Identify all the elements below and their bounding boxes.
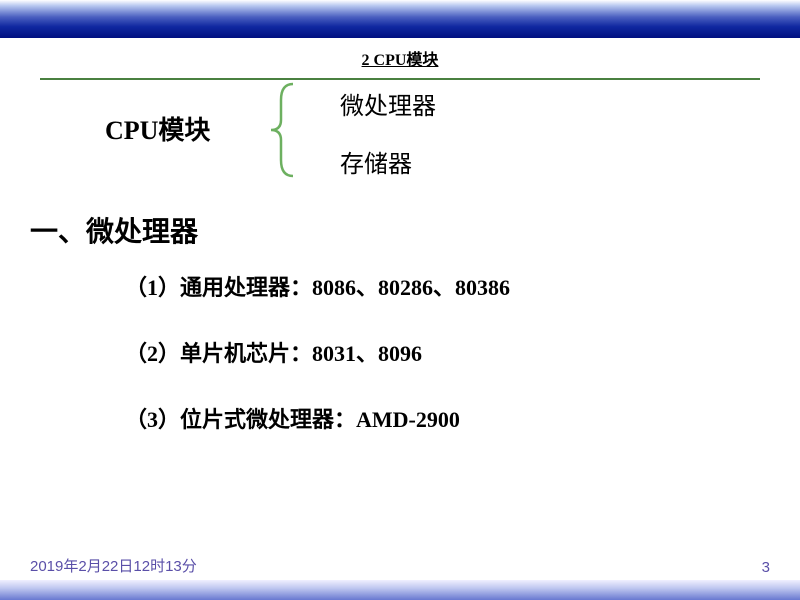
page-number: 3	[762, 559, 770, 576]
brace-icon	[265, 80, 305, 180]
branch-bottom-text: 存储器	[340, 144, 412, 179]
cpu-module-block: CPU模块 微处理器 存储器	[0, 90, 800, 190]
timestamp: 2019年2月22日12时13分	[30, 558, 197, 576]
list-item: （1）通用处理器：8086、80286、80386	[125, 270, 800, 302]
section-heading: 一、微处理器	[30, 210, 800, 250]
footer: 2019年2月22日12时13分 3	[30, 558, 770, 576]
bottom-gradient-bar	[0, 580, 800, 600]
item-list: （1）通用处理器：8086、80286、80386 （2）单片机芯片：8031、…	[125, 270, 800, 434]
cpu-label: CPU模块	[105, 110, 210, 147]
list-item: （2）单片机芯片：8031、8096	[125, 336, 800, 368]
slide-title: 2 CPU模块	[0, 46, 800, 70]
list-item: （3）位片式微处理器：AMD-2900	[125, 402, 800, 434]
top-gradient-bar	[0, 0, 800, 38]
divider	[40, 78, 760, 80]
branch-top-text: 微处理器	[340, 86, 436, 121]
